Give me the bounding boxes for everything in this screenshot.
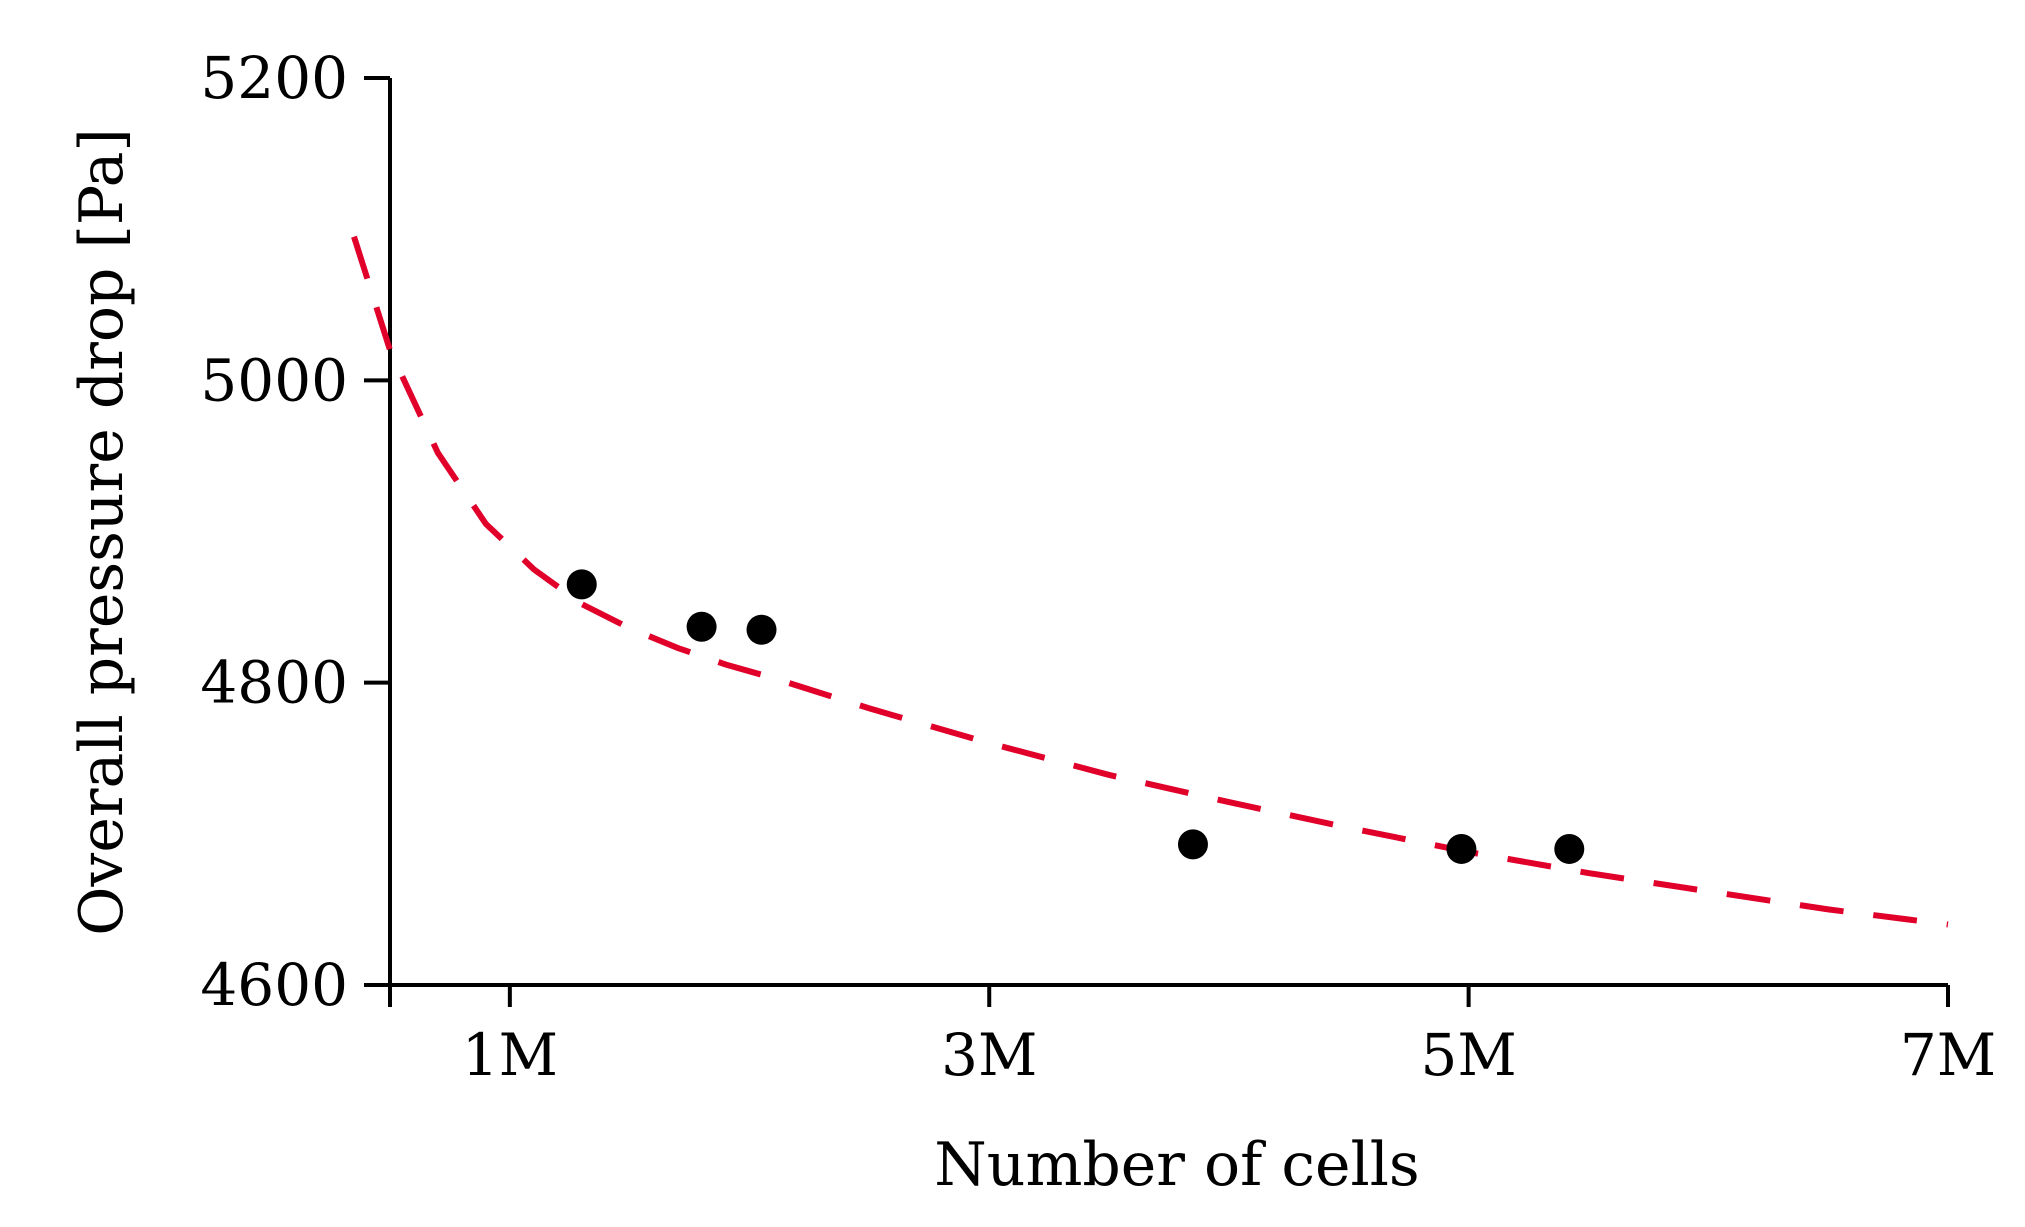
x-axis-title: Number of cells [934,1130,1419,1200]
y-tick-label: 5200 [200,44,348,112]
data-point [1177,829,1208,860]
y-tick-label: 4800 [200,649,348,717]
y-tick-label: 5000 [200,346,348,414]
x-tick-label: 7M [1900,1021,1996,1089]
y-axis-title: Overall pressure drop [Pa] [67,128,137,936]
x-ticks: 1M 3M 5M 7M [388,985,1996,1089]
data-point [1446,833,1477,864]
fit-curve-line [351,235,1949,928]
data-point [686,611,717,642]
data-point [566,569,597,600]
x-tick-label: 5M [1420,1021,1516,1089]
data-point [746,614,777,645]
y-tick-label: 4600 [200,951,348,1019]
x-tick-label: 3M [941,1021,1037,1089]
x-tick-label: 1M [462,1021,558,1089]
data-point [1554,833,1585,864]
y-ticks: 4600 4800 5000 5200 [200,44,390,1019]
series [351,235,1949,928]
axes [388,78,1948,987]
